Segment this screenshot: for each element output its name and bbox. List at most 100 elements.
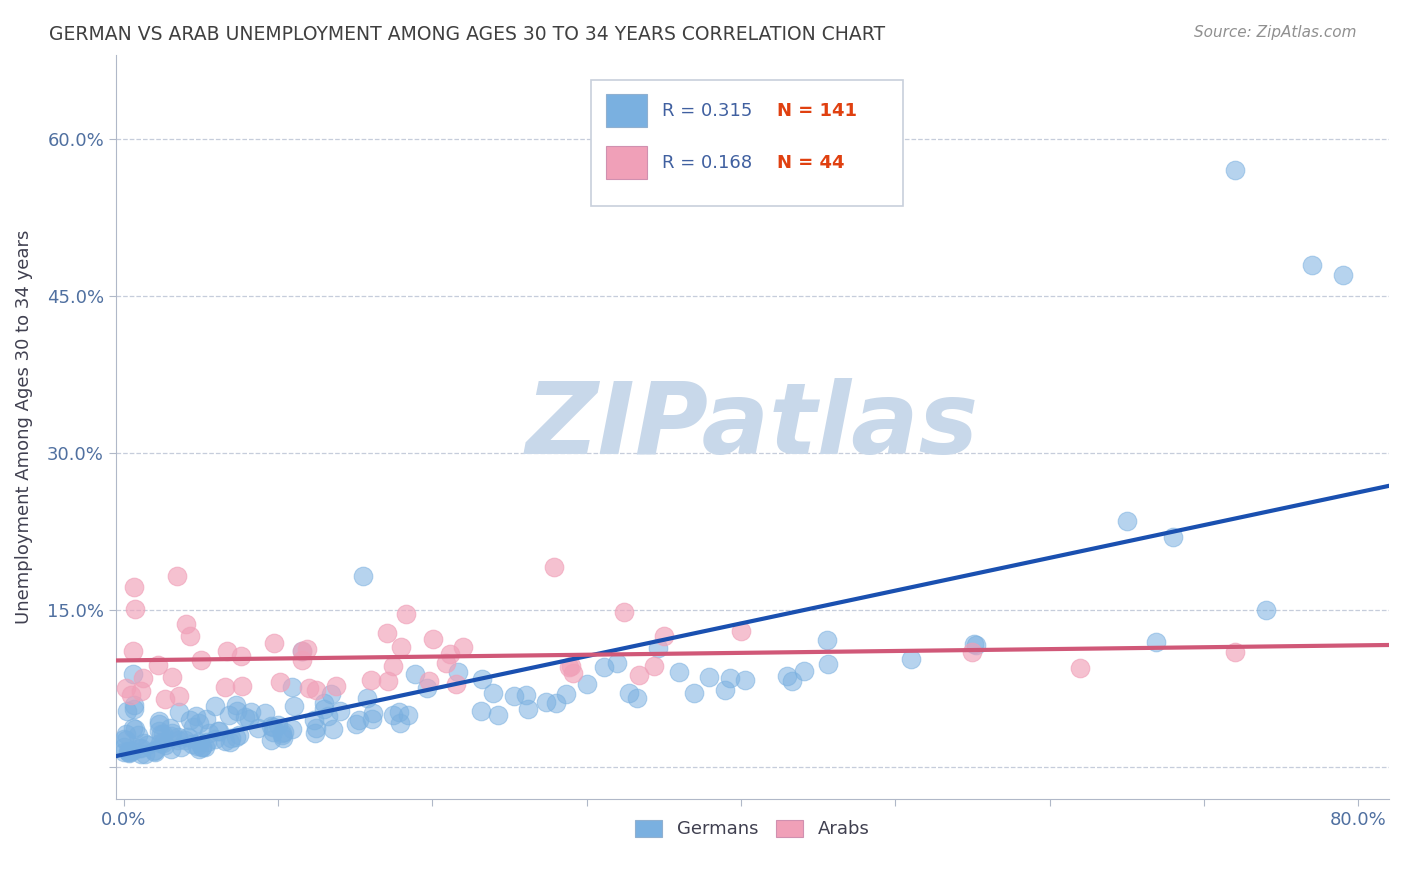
Point <box>177 730 200 744</box>
Point <box>229 648 252 663</box>
Point <box>1301 258 1323 272</box>
Point <box>439 647 461 661</box>
Point <box>546 696 568 710</box>
Point <box>446 677 468 691</box>
Point <box>515 688 537 702</box>
Bar <box>606 95 647 128</box>
Point <box>470 704 492 718</box>
Point <box>115 727 138 741</box>
Point <box>302 714 325 728</box>
Point <box>683 685 706 699</box>
Bar <box>591 79 903 206</box>
Point <box>115 704 138 718</box>
Point <box>363 706 385 720</box>
Point <box>170 739 193 754</box>
Point <box>114 732 136 747</box>
Point <box>389 716 412 731</box>
Point <box>259 719 281 733</box>
Point <box>122 666 145 681</box>
Point <box>322 722 344 736</box>
Text: R = 0.168: R = 0.168 <box>662 154 752 172</box>
Point <box>166 733 188 747</box>
Point <box>1223 163 1246 178</box>
Legend: Germans, Arabs: Germans, Arabs <box>628 813 877 846</box>
Point <box>204 732 226 747</box>
Point <box>146 658 169 673</box>
Point <box>214 733 236 747</box>
Point <box>305 683 328 698</box>
Point <box>404 666 426 681</box>
Point <box>554 688 576 702</box>
Point <box>148 717 170 731</box>
Point <box>122 580 145 594</box>
Point <box>181 720 204 734</box>
Point <box>169 689 191 703</box>
Point <box>179 629 201 643</box>
Point <box>166 568 188 582</box>
Point <box>1254 603 1277 617</box>
Point <box>143 745 166 759</box>
Point <box>204 699 226 714</box>
Point <box>122 702 145 716</box>
Point <box>1115 514 1137 528</box>
Point <box>434 656 457 670</box>
Point <box>129 683 152 698</box>
Point <box>115 681 138 695</box>
Point <box>181 737 204 751</box>
Point <box>194 740 217 755</box>
Point <box>291 653 314 667</box>
Point <box>447 665 470 680</box>
Point <box>965 638 987 652</box>
Point <box>149 736 172 750</box>
Point <box>132 671 155 685</box>
Point <box>295 642 318 657</box>
Text: N = 44: N = 44 <box>776 154 844 172</box>
Point <box>160 741 183 756</box>
Point <box>793 665 815 679</box>
Point <box>148 714 170 728</box>
Point <box>1144 635 1167 649</box>
Point <box>160 725 183 739</box>
Point <box>225 698 247 712</box>
Text: Source: ZipAtlas.com: Source: ZipAtlas.com <box>1194 25 1357 40</box>
Point <box>962 645 984 659</box>
Point <box>191 740 214 755</box>
Point <box>647 640 669 655</box>
Point <box>271 728 294 742</box>
Point <box>134 747 156 761</box>
Point <box>124 722 146 736</box>
Point <box>188 716 211 731</box>
Point <box>247 721 270 735</box>
Point <box>152 736 174 750</box>
Point <box>817 657 839 672</box>
Point <box>562 665 585 680</box>
Point <box>218 708 240 723</box>
Point <box>780 673 803 688</box>
Point <box>730 624 752 639</box>
Point <box>188 735 211 749</box>
Point <box>153 692 176 706</box>
Text: ZIPatlas: ZIPatlas <box>526 378 979 475</box>
Point <box>352 569 374 583</box>
Point <box>418 674 440 689</box>
Point <box>592 660 614 674</box>
Bar <box>606 146 647 179</box>
Point <box>273 724 295 739</box>
Point <box>776 669 799 683</box>
Point <box>228 728 250 742</box>
Point <box>217 644 239 658</box>
Point <box>160 670 183 684</box>
Point <box>900 652 922 666</box>
Point <box>167 731 190 745</box>
Point <box>344 717 367 731</box>
Point <box>416 681 439 695</box>
Point <box>1161 530 1184 544</box>
Point <box>720 671 742 685</box>
Point <box>112 731 135 746</box>
Point <box>118 745 141 759</box>
Point <box>186 739 208 753</box>
Point <box>271 731 294 746</box>
Point <box>143 744 166 758</box>
Point <box>291 644 314 658</box>
Point <box>318 708 340 723</box>
